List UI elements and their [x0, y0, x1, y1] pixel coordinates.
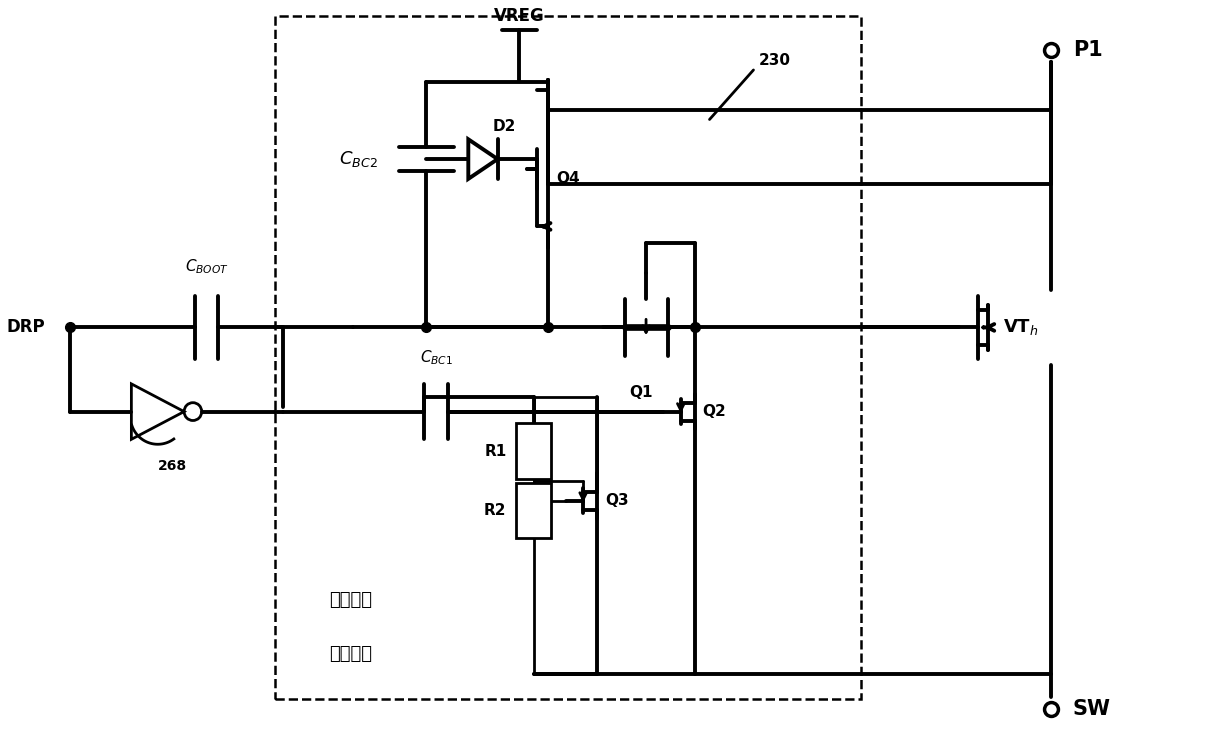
Polygon shape	[516, 483, 552, 538]
Text: $C_{BC2}$: $C_{BC2}$	[338, 149, 378, 169]
Text: Q4: Q4	[557, 172, 580, 187]
Text: Q1: Q1	[629, 385, 653, 400]
Text: 230: 230	[759, 53, 791, 67]
Text: 驱动电路: 驱动电路	[329, 645, 371, 663]
Text: P1: P1	[1073, 40, 1102, 60]
Text: R2: R2	[484, 503, 506, 518]
Text: SW: SW	[1073, 699, 1111, 719]
Text: $C_{BC1}$: $C_{BC1}$	[419, 349, 452, 367]
Text: VREG: VREG	[494, 8, 544, 26]
Text: Q3: Q3	[604, 493, 629, 508]
Text: 268: 268	[158, 459, 186, 473]
Text: 电容耦合: 电容耦合	[329, 590, 371, 609]
Polygon shape	[516, 423, 552, 479]
Text: D2: D2	[493, 119, 516, 135]
Text: VT$_h$: VT$_h$	[1003, 318, 1038, 337]
Text: R1: R1	[484, 444, 506, 459]
Text: DRP: DRP	[7, 318, 45, 336]
Text: $C_{BOOT}$: $C_{BOOT}$	[185, 257, 228, 276]
Text: Q2: Q2	[702, 404, 727, 419]
